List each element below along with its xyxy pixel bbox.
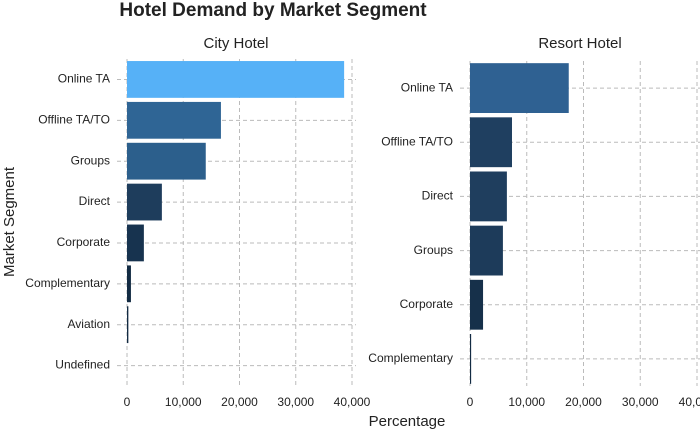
y-tick-label: Complementary	[25, 276, 110, 290]
bar	[127, 306, 129, 344]
x-tick-label: 30,000	[277, 395, 314, 409]
y-tick-label: Direct	[422, 189, 454, 203]
y-tick-label: Online TA	[58, 72, 110, 86]
y-axis-label: Market Segment	[1, 166, 18, 277]
y-tick-label: Corporate	[57, 235, 111, 249]
chart-title: Hotel Demand by Market Segment	[119, 0, 427, 21]
bar	[127, 183, 162, 221]
x-tick-label: 30,000	[622, 395, 659, 409]
bar	[127, 265, 131, 303]
bar	[470, 279, 484, 330]
x-tick-label: 10,000	[165, 395, 202, 409]
bar	[470, 334, 472, 384]
bar	[470, 171, 507, 222]
y-tick-label: Corporate	[400, 297, 454, 311]
bar	[127, 224, 144, 262]
bar	[470, 225, 503, 276]
y-tick-label: Groups	[71, 153, 110, 167]
y-tick-label: Direct	[79, 194, 111, 208]
x-tick-label: 20,000	[221, 395, 258, 409]
x-tick-label: 40,000	[679, 395, 700, 409]
x-tick-label: 0	[124, 395, 131, 409]
y-tick-label: Complementary	[368, 351, 453, 365]
x-tick-label: 20,000	[565, 395, 602, 409]
bar	[127, 101, 221, 139]
x-tick-label: 40,000	[334, 395, 371, 409]
bar	[470, 117, 512, 168]
panel-title: City Hotel	[203, 35, 268, 52]
y-tick-label: Online TA	[401, 80, 453, 94]
panel-title: Resort Hotel	[538, 35, 621, 52]
y-tick-label: Offline TA/TO	[38, 112, 110, 126]
x-tick-label: 10,000	[508, 395, 545, 409]
bar	[127, 61, 345, 98]
x-tick-label: 0	[467, 395, 474, 409]
y-tick-label: Aviation	[68, 317, 110, 331]
bar	[470, 63, 569, 113]
x-axis-label: Percentage	[369, 413, 446, 430]
bar	[127, 142, 206, 180]
y-tick-label: Offline TA/TO	[381, 134, 453, 148]
y-tick-label: Undefined	[55, 358, 110, 372]
y-tick-label: Groups	[414, 243, 453, 257]
